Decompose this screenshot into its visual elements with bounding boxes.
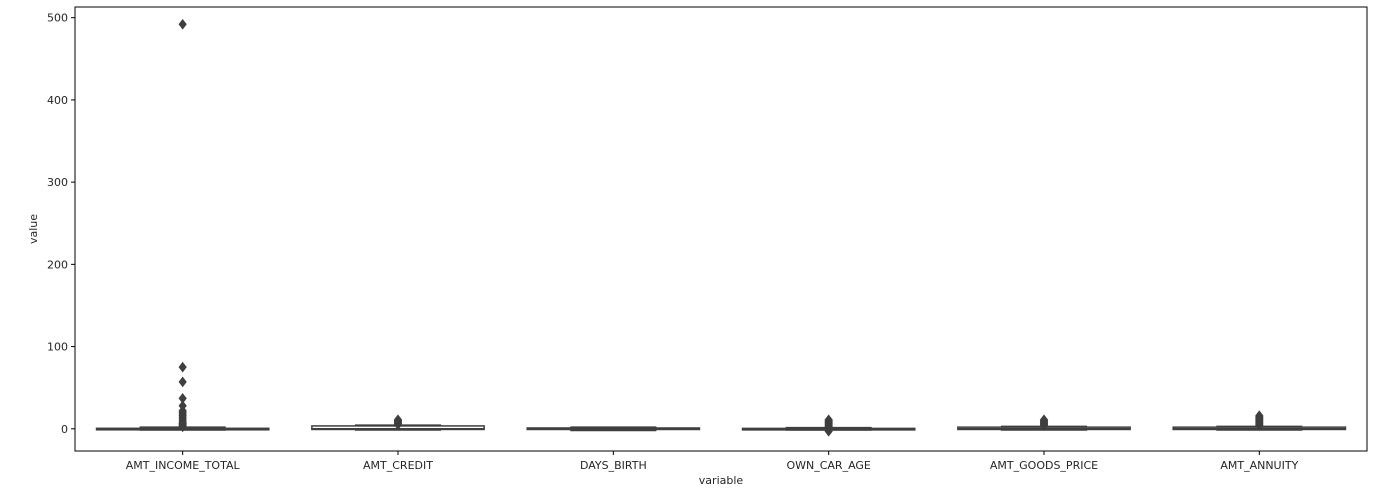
y-tick-label: 200 — [47, 258, 68, 271]
x-tick-label: AMT_GOODS_PRICE — [990, 459, 1098, 472]
y-tick-label: 400 — [47, 94, 68, 107]
x-axis-label: variable — [699, 474, 744, 487]
outlier-point — [1255, 410, 1264, 421]
outlier-point — [178, 376, 187, 388]
box-group — [95, 18, 270, 433]
outlier-point — [1039, 414, 1049, 426]
plot-frame — [74, 6, 1368, 452]
box-group — [741, 414, 916, 437]
x-tick-label: AMT_INCOME_TOTAL — [126, 459, 241, 472]
x-tick-label: AMT_CREDIT — [363, 459, 433, 472]
y-axis-label: value — [27, 214, 40, 244]
y-axis: 0 100 200 300 400 500 — [47, 12, 75, 436]
outlier-point — [178, 361, 187, 373]
outlier-point — [824, 414, 833, 426]
x-tick-label: AMT_ANNUITY — [1220, 459, 1298, 472]
x-axis: AMT_INCOME_TOTAL AMT_CREDIT DAYS_BIRTH OWN_… — [126, 451, 1299, 472]
box-group — [957, 414, 1131, 431]
y-tick-label: 500 — [47, 12, 68, 25]
y-tick-label: 300 — [47, 176, 68, 189]
outlier-point — [178, 18, 187, 30]
x-tick-label: OWN_CAR_AGE — [786, 459, 870, 472]
boxes-layer — [95, 18, 1347, 437]
x-tick-label: DAYS_BIRTH — [580, 459, 647, 472]
outlier-point — [178, 400, 187, 412]
box-group — [1172, 410, 1347, 431]
plot-area: 0 100 200 300 400 500 AMT_INCOME_TOTAL AMT_CRE… — [47, 6, 1368, 472]
outlier-point — [393, 414, 403, 426]
y-tick-label: 0 — [61, 423, 68, 436]
box-group — [526, 426, 701, 432]
outlier-point — [178, 393, 187, 404]
y-tick-label: 100 — [47, 341, 68, 354]
box-group — [311, 414, 485, 431]
